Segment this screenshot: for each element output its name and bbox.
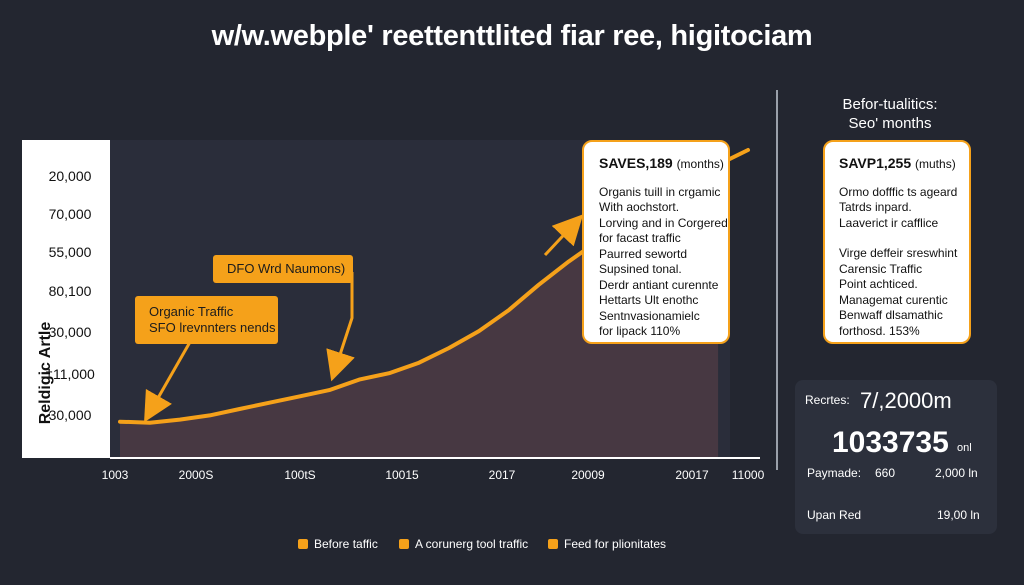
stat-value: 19,00 ln — [937, 508, 980, 522]
card-heading: SAVP1,255 (muths) — [839, 155, 969, 173]
card-line: for lipack 110% — [599, 324, 681, 338]
legend-swatch — [298, 539, 308, 549]
vertical-divider — [776, 90, 778, 470]
card-line: Supsined tonal. — [599, 262, 682, 276]
y-tick-label: 55,000 — [48, 244, 92, 260]
card-line: Lorving and in Corgered — [599, 215, 728, 230]
x-tick-label: 20017 — [675, 468, 709, 482]
legend-item: A corunerg tool traffic — [399, 537, 528, 551]
stat-label: Paymade: — [807, 466, 862, 480]
annotation-callout: DFO Wrd Naumons) — [213, 255, 353, 283]
annotation-arrow — [543, 214, 584, 257]
card-line: Paurred sewortd — [599, 246, 688, 261]
card-heading-unit: (muths) — [915, 157, 956, 171]
x-tick-label: 10015 — [385, 468, 419, 482]
stat-value: 660 — [875, 466, 896, 480]
card-line: Point achticed. — [839, 277, 918, 291]
card-line: forthosd. 153% — [839, 323, 920, 338]
side-title-line: Seo' months — [848, 115, 932, 132]
card-heading: SAVES,189 (months) — [599, 155, 728, 173]
y-tick-label: 30,000 — [48, 324, 92, 340]
card-line: Organis tuill in crgamic — [599, 184, 721, 199]
card-line: Sentnvasionamielc — [599, 308, 700, 323]
card-line: Laaverict ir cafflice — [839, 215, 939, 230]
annotation-arrow — [144, 341, 192, 423]
card-line: Derdr antiant curennte — [599, 277, 719, 292]
legend-item: Feed for plionitates — [548, 537, 666, 551]
y-axis-panel: Reldigic Artle 20,000 70,000 55,000 80,1… — [22, 140, 110, 458]
x-tick-label: 2017 — [488, 468, 516, 482]
stat-big-value: 1033735 — [832, 426, 949, 459]
stat-unit: onl — [957, 442, 972, 454]
legend-item: Before taffic — [298, 537, 378, 551]
legend-swatch — [548, 539, 558, 549]
x-tick-label: 11000 — [731, 468, 765, 482]
annotation-callout: Organic Traffic SFO lrevnnters nends — [135, 296, 278, 344]
stat-label: Recrtes: — [805, 393, 850, 407]
stat-label: Upan Red — [807, 508, 862, 522]
annotation-arrow — [326, 272, 355, 382]
stat-value: 2,000 ln — [935, 466, 978, 480]
card-line: Virge deffeir sreswhint — [839, 246, 958, 260]
annotation-text: DFO Wrd Naumons) — [227, 261, 346, 276]
area-fill — [120, 164, 719, 458]
card-line: Managemat curentic — [839, 292, 948, 307]
card-line: Carensic Traffic — [839, 261, 923, 276]
card-line: With aochstort. — [599, 200, 680, 214]
y-tick-label: 80,100 — [48, 283, 92, 299]
page-title: w/w.webple' reettenttlited fiar ree, hig… — [211, 20, 813, 52]
legend-label: Feed for plionitates — [564, 537, 667, 551]
x-tick-label: 100tS — [284, 468, 316, 482]
card-heading-unit: (months) — [676, 157, 724, 171]
annotation-text: Organic Traffic — [149, 304, 234, 319]
before-summary-card: SAVES,189 (months) Organis tuill in crga… — [582, 140, 730, 344]
y-tick-label: 70,000 — [48, 206, 92, 222]
legend-label: Before taffic — [314, 537, 378, 551]
card-line: Hettarts Ult enothc — [599, 293, 699, 307]
legend-swatch — [399, 539, 409, 549]
card-line: for facast traffic — [599, 231, 681, 245]
x-tick-label: 2000S — [178, 468, 214, 482]
stats-panel: Recrtes: 7/,2000m 1033735 onl Paymade: 6… — [795, 380, 997, 534]
card-line: Tatrds inpard. — [839, 200, 912, 214]
legend-label: A corunerg tool traffic — [415, 537, 529, 551]
card-line: Benwaff dlsamathic — [839, 308, 943, 322]
stat-value: 7/,2000m — [860, 388, 952, 413]
after-summary-card: SAVP1,255 (muths) Ormo dofffic ts ageard… — [823, 140, 971, 344]
card-heading-value: SAVES,189 — [599, 155, 673, 171]
annotation-text: SFO lrevnnters nends — [149, 320, 276, 335]
x-tick-label: 20009 — [571, 468, 605, 482]
y-tick-label: †11,000 — [45, 366, 95, 382]
y-tick-label: 20,000 — [48, 168, 92, 184]
x-tick-label: 1003 — [101, 468, 129, 482]
side-title-line: Befor-tualitics: — [842, 96, 938, 113]
card-line: Ormo dofffic ts ageard — [839, 184, 958, 199]
y-tick-label: 30,000 — [48, 407, 92, 423]
card-heading-value: SAVP1,255 — [839, 155, 912, 171]
card-line — [839, 231, 969, 246]
